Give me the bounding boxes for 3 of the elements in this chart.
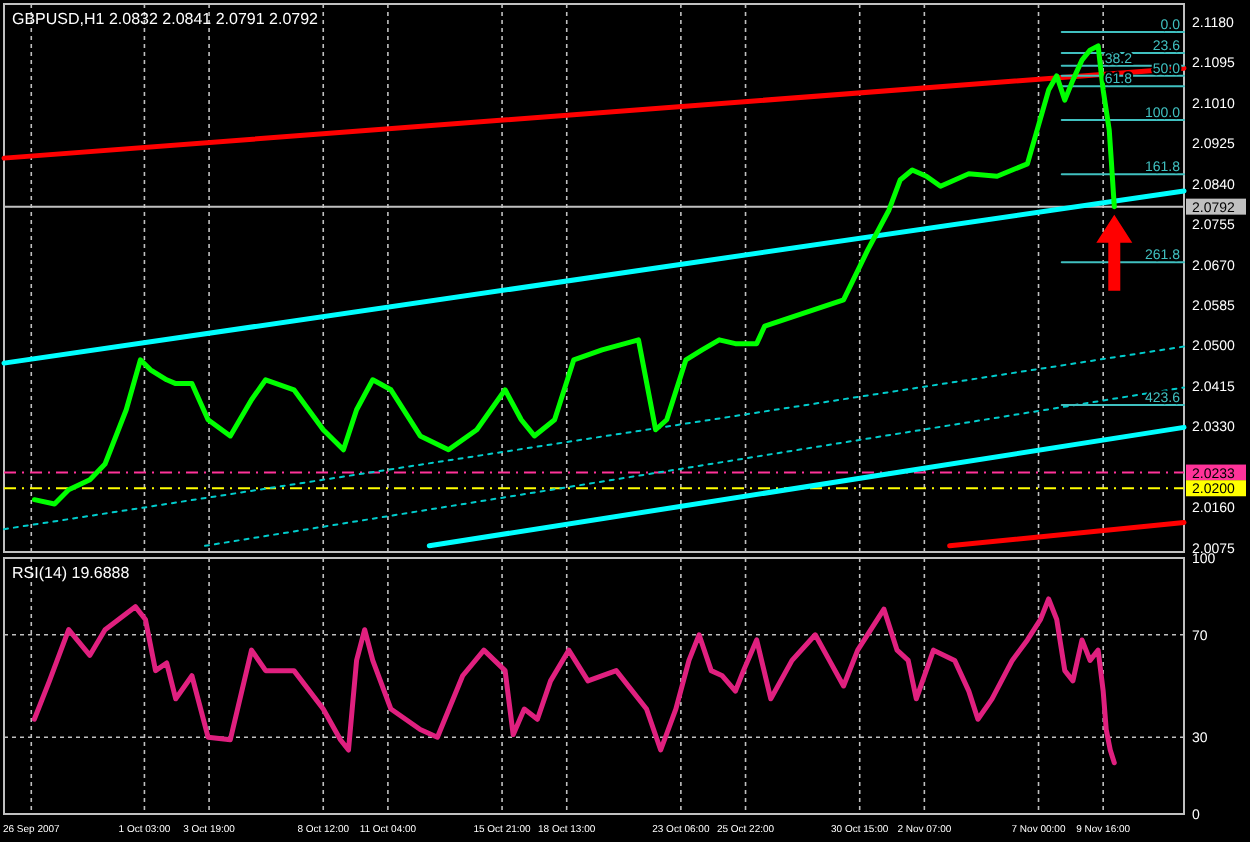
chart-title: GBPUSD,H1 2.0832 2.0841 2.0791 2.0792 — [12, 10, 320, 28]
chart-title: RSI(14) 19.6888 — [12, 564, 131, 582]
line-series — [31, 596, 1117, 766]
